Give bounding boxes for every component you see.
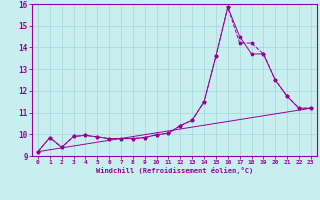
X-axis label: Windchill (Refroidissement éolien,°C): Windchill (Refroidissement éolien,°C) xyxy=(96,167,253,174)
